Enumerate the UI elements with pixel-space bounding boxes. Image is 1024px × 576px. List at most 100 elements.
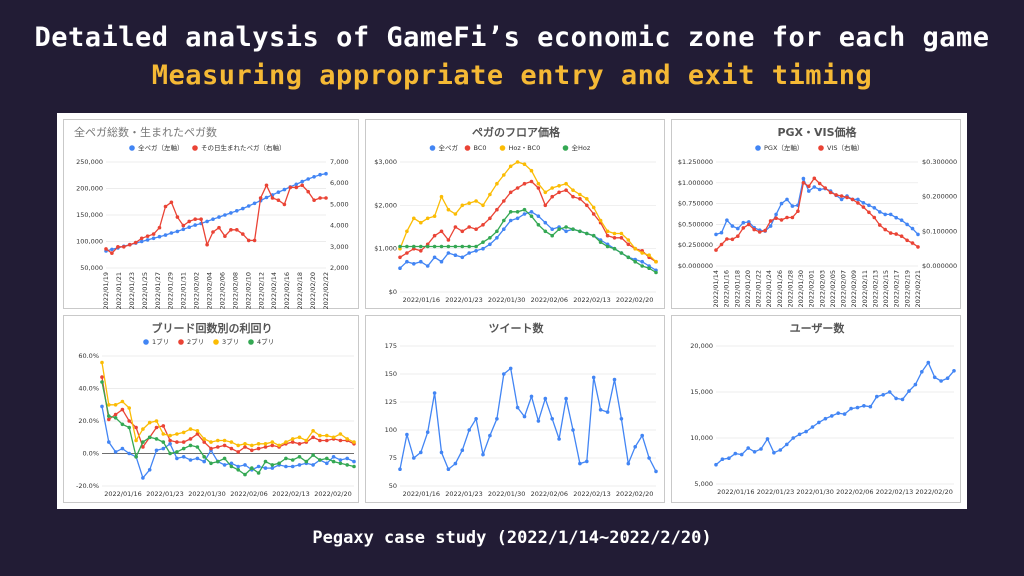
data-point	[432, 214, 437, 218]
data-point	[905, 222, 909, 227]
data-point	[432, 244, 437, 249]
data-point	[345, 456, 350, 461]
data-point	[300, 179, 304, 184]
x-tick-label: 2022/01/21	[115, 272, 123, 309]
chart-title: ペガのフロア価格	[472, 125, 561, 139]
x-tick-label: 2022/02/20	[616, 296, 653, 304]
data-point	[127, 406, 131, 410]
data-point	[100, 375, 104, 379]
x-tick-label: 2022/01/16	[403, 490, 440, 498]
data-point	[626, 238, 631, 242]
y-tick-label: 100	[385, 426, 397, 434]
data-point	[839, 197, 844, 202]
data-point	[168, 438, 172, 443]
data-point	[747, 220, 751, 224]
data-point	[785, 197, 789, 202]
data-point	[529, 214, 534, 218]
data-point	[830, 414, 834, 418]
data-point	[791, 436, 795, 440]
data-point	[515, 216, 520, 221]
data-point	[154, 425, 159, 430]
data-point	[229, 440, 234, 444]
data-point	[216, 445, 220, 449]
data-point	[195, 456, 200, 461]
data-point	[290, 437, 295, 441]
data-point	[181, 223, 186, 228]
data-point	[311, 429, 315, 433]
data-point	[849, 406, 853, 411]
legend-label: Hoz・BC0	[509, 144, 541, 152]
data-point	[439, 194, 444, 199]
data-point	[217, 215, 221, 219]
data-point	[856, 201, 860, 205]
data-point	[598, 218, 603, 223]
data-point	[202, 455, 206, 459]
data-point	[325, 461, 329, 466]
chart-panel-floor-price: ペガのフロア価格 $3,000 $2,000 $1,000 $0 2022/01/16 20…	[365, 119, 665, 309]
data-point	[467, 428, 471, 432]
data-point	[647, 266, 651, 270]
data-point	[481, 246, 485, 251]
legend-label: 2ブリ	[187, 337, 204, 346]
data-point	[209, 446, 213, 451]
data-point	[460, 244, 465, 249]
data-point	[550, 233, 554, 238]
data-point	[290, 464, 295, 469]
data-point	[161, 424, 166, 428]
data-point	[619, 236, 624, 240]
data-point	[855, 405, 860, 410]
data-point	[263, 466, 268, 470]
data-point	[619, 231, 624, 236]
y2-tick-label: $0.200000	[922, 193, 957, 201]
x-tick-label: 2022/02/20	[314, 490, 351, 498]
data-point	[318, 438, 322, 443]
y2-tick-label: 7,000	[330, 158, 349, 166]
data-point	[120, 446, 125, 451]
data-point	[872, 206, 877, 210]
data-point	[147, 468, 152, 472]
x-tick-label: 2022/02/06	[836, 488, 873, 496]
data-point	[564, 229, 568, 234]
data-point	[113, 403, 118, 407]
x-tick-label: 2022/02/16	[283, 272, 291, 309]
data-point	[823, 186, 827, 190]
data-point	[425, 264, 430, 268]
y-tick-label: 100,000	[76, 238, 103, 246]
data-point	[175, 440, 179, 444]
data-point	[647, 253, 651, 257]
data-point	[157, 225, 162, 230]
x-tick-label: 2022/01/19	[102, 272, 110, 309]
data-point	[236, 450, 240, 454]
data-point	[338, 458, 343, 462]
data-point	[741, 226, 746, 230]
data-point	[626, 461, 631, 466]
x-tick-label: 2022/02/07	[840, 270, 848, 307]
data-point	[640, 251, 644, 255]
chart-title: 全ペガ総数・生まれたペガ数	[74, 125, 217, 139]
chart-total-pegas: 全ペガ総数・生まれたペガ数 250,000 200,000 150,000 100,00…	[74, 125, 349, 309]
data-point	[536, 186, 541, 190]
data-point	[868, 404, 873, 409]
data-point	[812, 185, 817, 189]
legend-marker	[429, 145, 436, 151]
data-point	[790, 215, 795, 220]
x-tick-label: 2022/01/26	[776, 270, 784, 307]
data-point	[453, 461, 458, 466]
data-point	[304, 459, 309, 464]
data-point	[325, 433, 329, 438]
data-point	[195, 432, 200, 436]
legend-marker	[248, 339, 254, 345]
data-point	[419, 244, 423, 249]
data-point	[913, 382, 918, 387]
x-tick-label: 2022/02/04	[206, 272, 214, 309]
y-tick-label: 125	[385, 398, 397, 406]
data-point	[720, 457, 725, 461]
data-point	[591, 205, 596, 210]
x-tick-label: 2022/02/01	[808, 270, 816, 307]
data-point	[352, 440, 356, 444]
data-point	[161, 446, 166, 451]
x-tick-label: 2022/02/06	[531, 490, 568, 498]
page-subtitle: Measuring appropriate entry and exit tim…	[151, 60, 873, 91]
chart-floor-price: ペガのフロア価格 $3,000 $2,000 $1,000 $0 2022/01/16 20…	[374, 125, 658, 304]
x-tick-label: 2022/02/08	[231, 272, 239, 309]
